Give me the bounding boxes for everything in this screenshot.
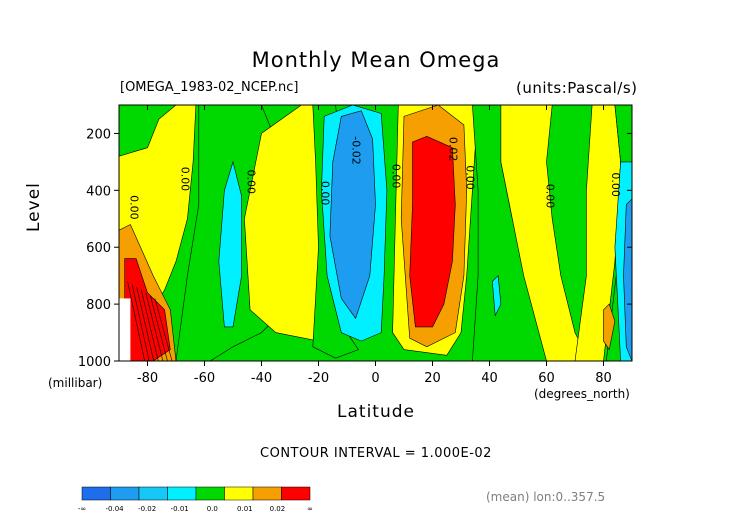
units-label: (units:Pascal/s) bbox=[516, 79, 638, 97]
legend-swatch bbox=[281, 486, 311, 501]
region-blue-polar-north bbox=[623, 198, 632, 361]
contour-label: 0.00 bbox=[390, 164, 403, 189]
contour-label: 0.00 bbox=[318, 181, 331, 206]
x-axis-units: (degrees_north) bbox=[534, 387, 630, 401]
region-orange-north-small bbox=[603, 303, 616, 351]
contour-label: 0.00 bbox=[609, 172, 622, 197]
legend-swatch bbox=[195, 486, 225, 501]
y-tick-label: 400 bbox=[86, 184, 111, 199]
legend-tick-label: 0.01 bbox=[237, 505, 253, 513]
y-tick-label: 200 bbox=[86, 127, 111, 142]
contour-hatch-line bbox=[127, 281, 145, 361]
x-tick-label: 80 bbox=[595, 371, 612, 386]
legend-tick-label: ∞ bbox=[307, 505, 313, 513]
x-tick-label: -20 bbox=[308, 371, 329, 386]
region-blue-equatorial bbox=[329, 110, 376, 319]
contour-label: 0.00 bbox=[127, 195, 140, 220]
region-cyan-sliver bbox=[218, 160, 242, 328]
legend-swatch bbox=[110, 486, 140, 501]
contour-hatch-line bbox=[136, 286, 155, 361]
footnote-mean-lon: (mean) lon:0..357.5 bbox=[486, 490, 606, 504]
x-tick-label: 40 bbox=[481, 371, 498, 386]
contour-label: 0.00 bbox=[464, 165, 477, 190]
chart-title: Monthly Mean Omega bbox=[251, 48, 501, 72]
y-tick-label: 800 bbox=[86, 298, 111, 313]
region-cyan-north-small bbox=[491, 275, 502, 317]
legend-swatch bbox=[138, 486, 168, 501]
region-red-south-edge bbox=[124, 258, 171, 361]
contour-hatch-line bbox=[154, 298, 173, 361]
contour-label: 0.00 bbox=[244, 170, 257, 195]
legend-tick-label: -∞ bbox=[78, 505, 86, 513]
x-tick-label: -60 bbox=[194, 371, 215, 386]
contour-interval-text: CONTOUR INTERVAL = 1.000E-02 bbox=[260, 446, 492, 461]
y-tick-label: 1000 bbox=[78, 355, 111, 370]
legend-swatch bbox=[224, 486, 254, 501]
legend-swatch bbox=[167, 486, 197, 501]
contour-label: 0.00 bbox=[544, 184, 557, 209]
x-tick-label: -40 bbox=[251, 371, 272, 386]
x-axis-label: Latitude bbox=[337, 402, 415, 422]
legend-tick-label: 0.02 bbox=[270, 505, 286, 513]
file-name-label: [OMEGA_1983-02_NCEP.nc] bbox=[120, 80, 299, 95]
contour-hatch-line bbox=[140, 289, 159, 361]
y-tick-label: 600 bbox=[86, 241, 111, 256]
contour-label: -0.02 bbox=[350, 136, 363, 164]
contour-hatch-line bbox=[150, 295, 168, 361]
missing-data-patch bbox=[119, 298, 131, 361]
contour-label: 0.02 bbox=[447, 137, 460, 162]
region-red-north bbox=[409, 135, 456, 328]
contour-label: 0.00 bbox=[179, 167, 192, 192]
field-regions bbox=[119, 105, 632, 361]
legend-tick-label: -0.02 bbox=[138, 505, 156, 513]
contour-hatch-line bbox=[131, 284, 150, 361]
legend-swatch bbox=[252, 486, 282, 501]
contour-hatch-line bbox=[145, 292, 164, 361]
x-tick-label: 0 bbox=[371, 371, 379, 386]
legend-tick-label: 0.0 bbox=[207, 505, 218, 513]
legend-tick-label: -0.04 bbox=[106, 505, 125, 513]
x-tick-label: 20 bbox=[424, 371, 441, 386]
x-tick-label: 60 bbox=[538, 371, 555, 386]
x-tick-label: -80 bbox=[137, 371, 158, 386]
y-axis-units: (millibar) bbox=[48, 376, 103, 390]
legend-swatch bbox=[81, 486, 111, 501]
legend-tick-label: -0.01 bbox=[171, 505, 189, 513]
